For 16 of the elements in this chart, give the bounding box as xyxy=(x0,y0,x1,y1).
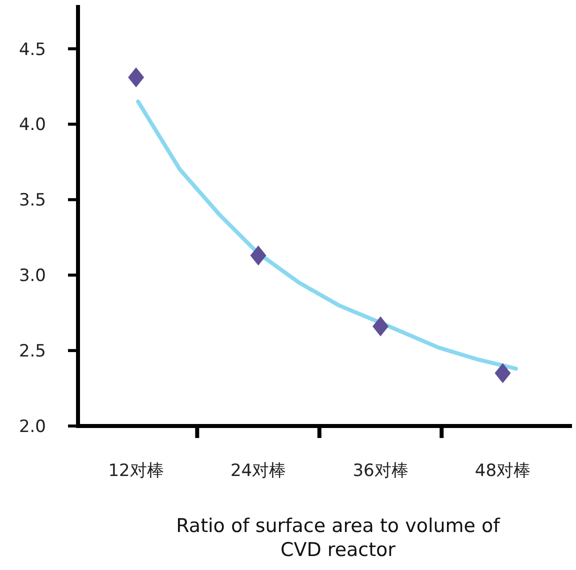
x-tick-label: 48对棒 xyxy=(474,461,531,481)
y-tick-label: 3.0 xyxy=(18,266,46,286)
y-tick-label: 2.0 xyxy=(18,417,46,437)
point xyxy=(128,67,144,88)
y-tick-label: 2.5 xyxy=(18,342,46,362)
point xyxy=(372,316,389,336)
point xyxy=(250,245,266,266)
x-tick-label: 24对棒 xyxy=(230,461,286,481)
y-tick-label: 4.0 xyxy=(18,115,46,136)
line-series xyxy=(136,100,518,371)
y-tick-label: 3.5 xyxy=(18,190,46,211)
y-tick-label: 4.5 xyxy=(18,40,46,60)
x-tick-label: 12对棒 xyxy=(108,461,164,481)
x-axis-title: Ratio of surface area to volume of CVD reactor xyxy=(176,515,502,561)
point xyxy=(494,363,511,384)
x-tick-label: 36对棒 xyxy=(352,461,408,481)
